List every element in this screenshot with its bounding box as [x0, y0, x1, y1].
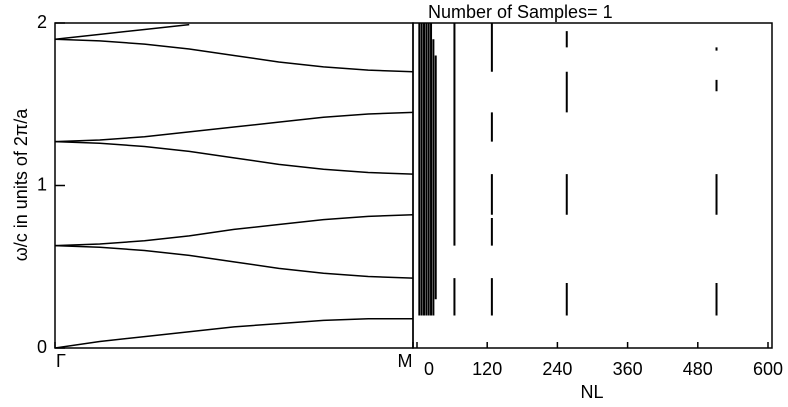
range-bar	[490, 174, 493, 215]
x-tick-label: 480	[683, 359, 713, 379]
range-bar	[565, 31, 568, 48]
band-line	[55, 23, 190, 40]
band-line	[55, 38, 413, 73]
range-bar	[427, 23, 430, 316]
range-bar	[418, 23, 421, 316]
range-bar	[490, 112, 493, 142]
range-bar	[425, 23, 428, 316]
band-line	[55, 244, 413, 279]
range-bar	[565, 71, 568, 113]
x-tick-label: Γ	[56, 351, 66, 371]
range-bar	[423, 23, 426, 316]
range-bar	[453, 278, 456, 316]
range-bar	[420, 23, 423, 316]
range-bar	[565, 174, 568, 215]
x-tick-label: 240	[542, 359, 572, 379]
right-frame	[412, 22, 773, 349]
band-line	[55, 111, 413, 143]
range-bar	[715, 47, 718, 51]
range-bar	[715, 79, 718, 92]
x-tick-label: 360	[613, 359, 643, 379]
y-tick-label: 1	[37, 174, 47, 194]
x-tick-label: 600	[753, 359, 783, 379]
x-tick-label: 120	[472, 359, 502, 379]
x-axis-label: NL	[580, 382, 603, 402]
range-bar	[715, 283, 718, 316]
band-line	[55, 140, 413, 175]
range-bar	[490, 23, 493, 72]
range-bar	[453, 23, 456, 246]
range-bar	[565, 283, 568, 316]
x-tick-label: M	[398, 351, 413, 371]
chart-title: Number of Samples= 1	[428, 2, 613, 22]
y-tick-label: 2	[37, 12, 47, 32]
left-frame	[54, 22, 414, 349]
band-line	[55, 318, 413, 348]
range-bar	[432, 39, 435, 316]
range-bar	[490, 218, 493, 246]
y-tick-label: 0	[37, 337, 47, 357]
range-bar	[715, 174, 718, 215]
range-bar	[430, 23, 433, 316]
y-axis-label: ω/c in units of 2π/a	[11, 108, 31, 262]
band-line	[55, 214, 413, 247]
range-bar	[434, 55, 437, 300]
range-bar	[490, 278, 493, 316]
x-tick-label: 0	[424, 359, 434, 379]
